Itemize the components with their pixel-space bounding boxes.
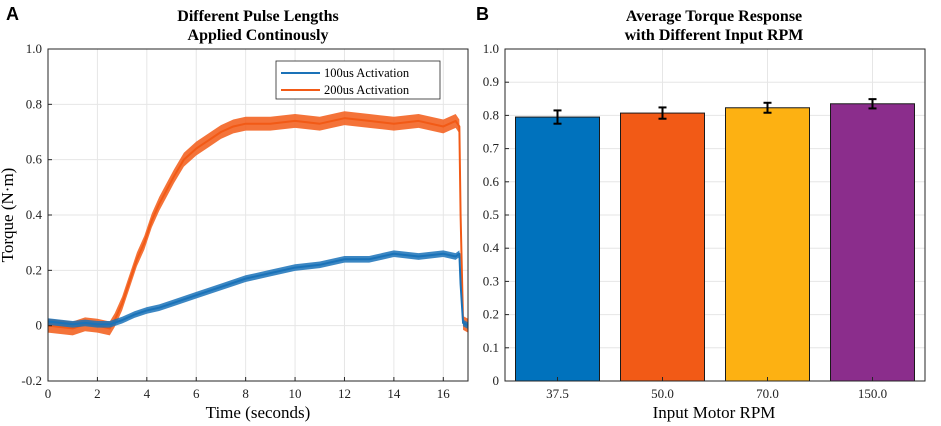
panel-b-xtick-label-0: 37.5	[546, 386, 569, 401]
panel-b-ytick-label-6: 0.6	[483, 174, 500, 189]
panel-a-legend: 100us Activation 200us Activation	[275, 60, 441, 100]
panel-a-ylabel: Torque (N·m)	[0, 168, 17, 263]
panel-a-grid	[47, 48, 468, 382]
panel-a-xtick-label-1: 2	[94, 386, 101, 401]
panel-b-title-line-2: with Different Input RPM	[625, 27, 804, 44]
panel-a-xtick-label-2: 4	[144, 386, 151, 401]
panel-a-ytick-label-0: -0.2	[21, 373, 42, 388]
legend-label-100us: 100us Activation	[324, 66, 410, 80]
panel-a-xtick-label-5: 10	[289, 386, 302, 401]
panel-a-xtick-label-6: 12	[338, 386, 351, 401]
panel-a-x-ticks: 0 2 4 6 8 10 12 14 16	[45, 377, 451, 401]
panel-b-xtick-label-2: 70.0	[756, 386, 779, 401]
series-band-1	[48, 250, 468, 329]
panel-a-ytick-label-4: 0.6	[26, 152, 43, 167]
legend-box	[275, 60, 441, 100]
panel-a-xtick-label-0: 0	[45, 386, 52, 401]
panel-a-series	[47, 111, 469, 336]
panel-a-ytick-label-5: 0.8	[26, 96, 42, 111]
panel-b-bars	[515, 98, 915, 382]
panel-a-xlabel: Time (seconds)	[206, 403, 311, 422]
panel-b-xlabel: Input Motor RPM	[653, 403, 776, 422]
bar-150.0	[830, 103, 915, 382]
panel-b-x-ticks: 37.5 50.0 70.0 150.0	[546, 377, 887, 401]
panel-b-xtick-label-1: 50.0	[651, 386, 674, 401]
bar-37.5	[515, 116, 600, 382]
bar-70.0	[725, 107, 810, 382]
panel-a-ytick-label-6: 1.0	[26, 41, 42, 56]
panel-b-xtick-label-3: 150.0	[858, 386, 887, 401]
panel-a-label: A	[6, 4, 19, 24]
panel-b-ytick-label-10: 1.0	[483, 41, 499, 56]
panel-b-ytick-label-4: 0.4	[483, 240, 500, 255]
panel-a-xtick-label-8: 16	[437, 386, 451, 401]
panel-b-label: B	[476, 4, 489, 24]
panel-b-ytick-label-2: 0.2	[483, 307, 499, 322]
panel-a-y-ticks: -0.2 0 0.2 0.4 0.6 0.8 1.0	[21, 41, 52, 388]
panel-a-title-line-2: Applied Continously	[188, 27, 329, 44]
panel-a-xtick-label-3: 6	[193, 386, 200, 401]
panel-b-ytick-label-1: 0.1	[483, 340, 499, 355]
panel-b-ytick-label-9: 0.9	[483, 74, 499, 89]
panel-a-ytick-label-3: 0.4	[26, 207, 43, 222]
series-line-1	[47, 252, 469, 327]
panel-a-xtick-label-4: 8	[242, 386, 249, 401]
panel-a-title-line-1: Different Pulse Lengths	[177, 8, 338, 25]
panel-b-ytick-label-5: 0.5	[483, 207, 499, 222]
panel-b-ytick-label-8: 0.8	[483, 107, 499, 122]
series-band-0	[48, 111, 468, 336]
bar-50.0	[620, 112, 705, 382]
panel-b-y-ticks: 0 0.1 0.2 0.3 0.4 0.5 0.6 0.7 0.8 0.9 1.0	[483, 41, 509, 388]
panel-a-ytick-label-1: 0	[36, 318, 43, 333]
legend-label-200us: 200us Activation	[324, 83, 410, 97]
panel-a-ytick-label-2: 0.2	[26, 262, 42, 277]
panel-b-ytick-label-7: 0.7	[483, 141, 500, 156]
panel-b-ytick-label-3: 0.3	[483, 273, 499, 288]
panel-a-xtick-label-7: 14	[387, 386, 401, 401]
panel-b-ytick-label-0: 0	[493, 373, 500, 388]
series-line-0	[47, 117, 469, 330]
panel-b-title-line-1: Average Torque Response	[626, 8, 802, 25]
